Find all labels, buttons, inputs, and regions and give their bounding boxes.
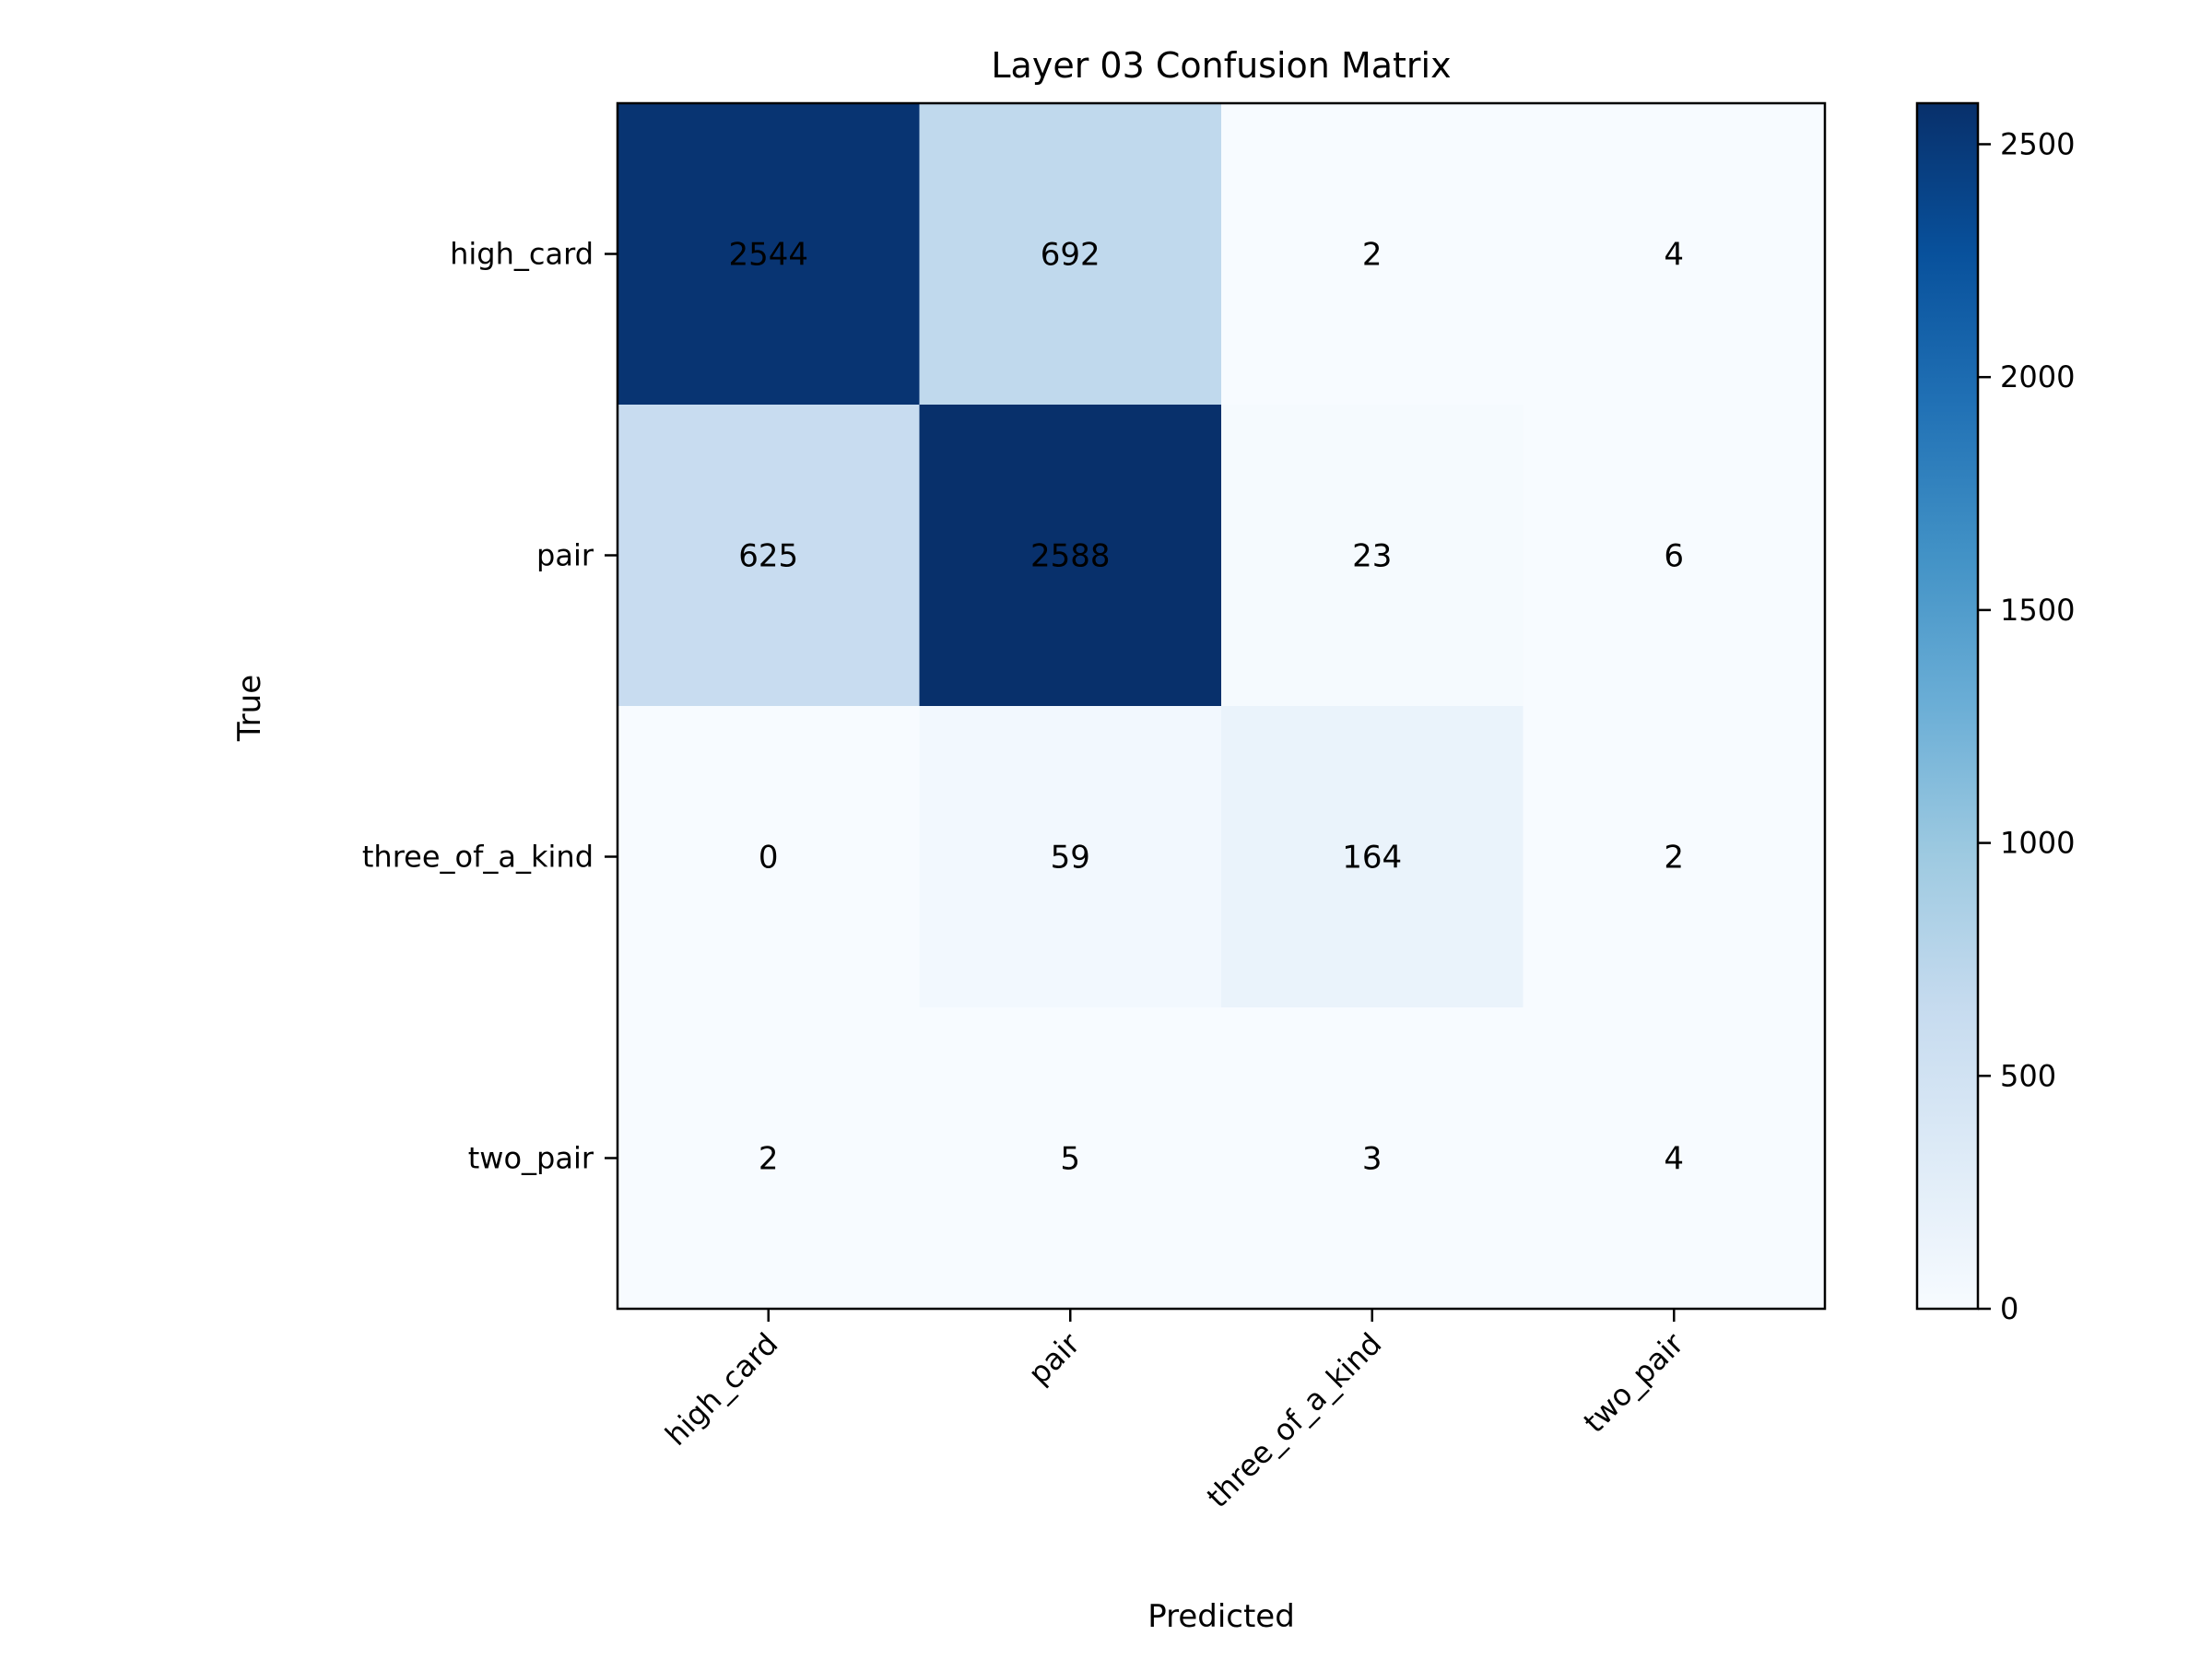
heatmap-cells <box>618 103 1826 1310</box>
heatmap-cell <box>618 103 920 406</box>
heatmap-cell <box>919 103 1222 406</box>
cell-value-label: 164 <box>1342 840 1402 877</box>
x-tick-label: two_pair <box>1577 1325 1691 1440</box>
colorbar-ticks: 0 500 1000 1500 2000 2500 <box>1978 126 2075 1326</box>
y-tick-label: two_pair <box>468 1141 594 1176</box>
heatmap-cell <box>919 706 1222 1008</box>
y-tick-label: high_card <box>450 237 594 272</box>
heatmap-cell <box>1221 706 1524 1008</box>
x-axis-ticks: high_card pair three_of_a_kind two_pair <box>658 1309 1691 1514</box>
plot-frame <box>616 101 1827 1311</box>
cell-value-label: 59 <box>1051 840 1090 877</box>
cell-value-label: 692 <box>1041 237 1100 274</box>
x-tick-label: high_card <box>658 1326 784 1453</box>
y-axis-label: True <box>231 675 268 742</box>
cell-value-label: 23 <box>1352 538 1392 575</box>
cell-value-label: 4 <box>1664 237 1684 274</box>
cell-value-label: 0 <box>759 840 779 877</box>
colorbar-tick-label: 1000 <box>2000 826 2075 861</box>
cell-value-label: 6 <box>1664 538 1684 575</box>
heatmap-cell <box>1221 405 1524 707</box>
colorbar-tick-label: 0 <box>2000 1291 2018 1326</box>
heatmap-cell <box>618 405 920 707</box>
y-tick-label: pair <box>536 538 594 573</box>
cell-value-label: 3 <box>1362 1141 1382 1178</box>
x-tick-label: pair <box>1021 1325 1087 1391</box>
heatmap-cell <box>919 1007 1222 1310</box>
cell-value-label: 2588 <box>1030 538 1111 575</box>
heatmap-cell <box>1523 1007 1826 1310</box>
colorbar-tick-label: 1500 <box>2000 593 2075 628</box>
cell-value-label: 2 <box>1362 237 1382 274</box>
heatmap-cell <box>1523 706 1826 1008</box>
cell-value-label: 2 <box>759 1141 779 1178</box>
heatmap-cell <box>919 405 1222 707</box>
heatmap-cell <box>618 1007 920 1310</box>
chart-title: Layer 03 Confusion Matrix <box>991 45 1451 86</box>
colorbar-tick-label: 2000 <box>2000 359 2075 394</box>
cell-value-label: 4 <box>1664 1141 1684 1178</box>
x-tick-label: three_of_a_kind <box>1200 1326 1388 1514</box>
cell-value-label: 625 <box>738 538 798 575</box>
y-tick-label: three_of_a_kind <box>362 840 594 875</box>
heatmap-cell <box>1523 405 1826 707</box>
colorbar-tick-label: 2500 <box>2000 126 2075 161</box>
x-axis-label: Predicted <box>1147 1598 1295 1635</box>
cell-value-label: 5 <box>1060 1141 1080 1178</box>
heatmap-cell <box>1221 1007 1524 1310</box>
cell-value-label: 2 <box>1664 840 1684 877</box>
colorbar-frame <box>1915 101 1980 1311</box>
heatmap-cell-labels: 2544 692 2 4 625 2588 23 6 0 59 164 2 2 5 3 4 <box>728 237 1684 1178</box>
colorbar-tick-label: 500 <box>2000 1058 2056 1093</box>
heatmap-cell <box>1221 103 1524 406</box>
colorbar <box>1917 103 1978 1309</box>
heatmap-cell <box>618 706 920 1008</box>
heatmap-cell <box>1523 103 1826 406</box>
cell-value-label: 2544 <box>728 237 808 274</box>
